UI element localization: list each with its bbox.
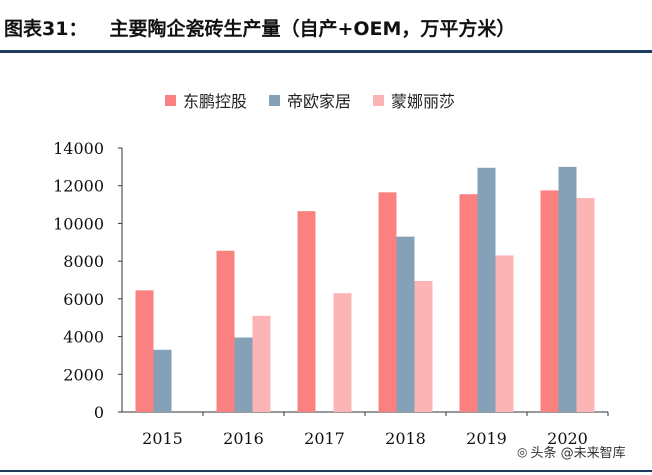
bar-3-2017 xyxy=(333,293,352,412)
x-tick-label: 2015 xyxy=(142,429,183,448)
y-tick-label: 6000 xyxy=(63,290,104,309)
legend-label: 蒙娜丽莎 xyxy=(391,92,456,111)
y-tick-label: 10000 xyxy=(53,214,104,233)
bar-2-2020 xyxy=(558,166,577,412)
legend-swatch xyxy=(269,94,281,106)
bar-2-2019 xyxy=(477,167,496,412)
x-tick-label: 2019 xyxy=(466,429,507,448)
bar-2-2018 xyxy=(396,236,415,412)
figure-label: 图表31： xyxy=(4,18,88,40)
x-tick-label: 2016 xyxy=(223,429,264,448)
y-tick-label: 2000 xyxy=(63,365,104,384)
chart-legend: 东鹏控股 帝欧家居 蒙娜丽莎 xyxy=(165,88,455,112)
chart-title: 图表31： 主要陶企瓷砖生产量（自产+OEM，万平方米） xyxy=(4,14,515,41)
legend-item: 东鹏控股 xyxy=(165,88,247,112)
x-tick-label: 2020 xyxy=(547,429,588,448)
legend-item: 蒙娜丽莎 xyxy=(373,88,455,112)
legend-label: 东鹏控股 xyxy=(183,92,248,111)
legend-swatch xyxy=(373,94,385,106)
bar-2-2015 xyxy=(153,349,172,412)
y-tick-label: 4000 xyxy=(63,328,104,347)
chart-header: 图表31： 主要陶企瓷砖生产量（自产+OEM，万平方米） xyxy=(0,0,652,54)
bar-1-2020 xyxy=(540,190,559,412)
x-tick-label: 2017 xyxy=(304,429,345,448)
footer-rule xyxy=(0,470,652,472)
bar-3-2016 xyxy=(252,315,271,412)
bar-1-2017 xyxy=(297,211,316,412)
legend-swatch xyxy=(165,94,176,106)
header-rule xyxy=(0,50,652,53)
watermark: ◎ 头条 @未来智库 xyxy=(517,442,626,462)
legend-item: 帝欧家居 xyxy=(269,88,351,112)
bar-1-2019 xyxy=(459,194,478,412)
x-tick-label: 2018 xyxy=(385,429,426,448)
watermark-text: 头条 @未来智库 xyxy=(530,446,626,461)
y-tick-label: 0 xyxy=(94,403,104,422)
bar-3-2018 xyxy=(414,280,433,412)
bar-1-2016 xyxy=(216,250,235,412)
y-tick-label: 8000 xyxy=(63,252,104,271)
bar-2-2016 xyxy=(234,337,253,412)
legend-label: 帝欧家居 xyxy=(287,92,352,111)
bar-1-2015 xyxy=(135,290,154,412)
figure-title: 主要陶企瓷砖生产量（自产+OEM，万平方米） xyxy=(109,18,516,40)
bar-3-2020 xyxy=(576,197,595,412)
at-icon: ◎ xyxy=(517,444,528,459)
bar-1-2018 xyxy=(378,192,397,412)
bar-3-2019 xyxy=(495,255,514,412)
y-tick-label: 14000 xyxy=(53,139,104,158)
y-tick-label: 12000 xyxy=(53,177,104,196)
